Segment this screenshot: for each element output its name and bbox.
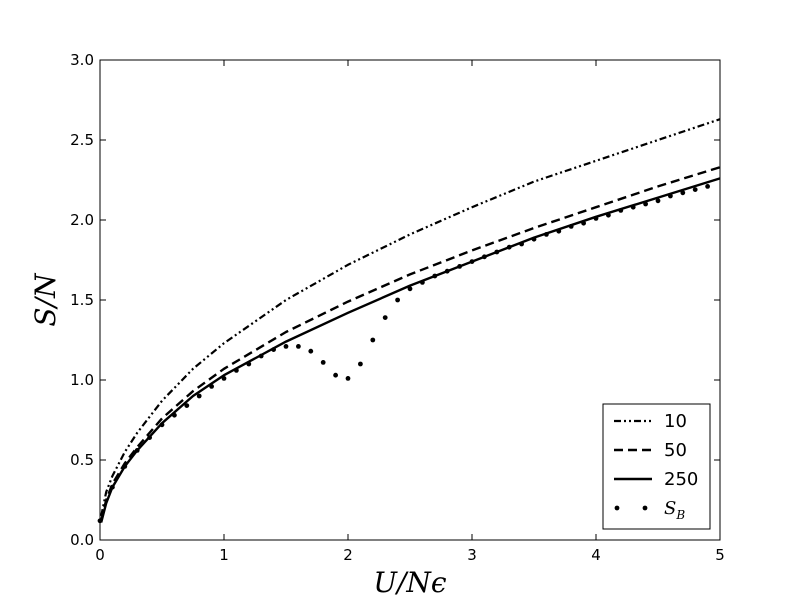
data-point xyxy=(358,361,363,367)
data-point xyxy=(655,198,661,204)
data-point xyxy=(258,353,264,359)
data-point xyxy=(147,435,153,440)
x-axis-title: U/Nϵ xyxy=(373,566,447,599)
legend-label: 10 xyxy=(664,411,687,432)
legend-marker xyxy=(614,505,620,511)
data-point xyxy=(296,344,301,349)
data-point xyxy=(246,361,252,367)
legend-label: 50 xyxy=(664,440,687,461)
series-layer xyxy=(97,118,721,524)
data-point xyxy=(668,193,673,199)
data-point xyxy=(568,224,574,229)
data-point xyxy=(420,280,425,285)
y-tick-label: 2.5 xyxy=(70,131,94,149)
data-point xyxy=(159,422,165,428)
data-point xyxy=(643,201,648,207)
data-point xyxy=(134,448,140,453)
data-point xyxy=(283,344,289,349)
data-point xyxy=(531,236,537,242)
data-point xyxy=(320,360,326,365)
data-point xyxy=(234,368,239,373)
data-point xyxy=(444,268,450,274)
data-point xyxy=(680,190,686,196)
data-point xyxy=(457,264,462,269)
series-sb-markers xyxy=(97,184,710,524)
data-point xyxy=(370,337,376,343)
data-point xyxy=(345,376,351,381)
data-point xyxy=(432,273,438,279)
plot-frame xyxy=(99,59,721,541)
data-point xyxy=(692,187,698,193)
data-point xyxy=(544,232,549,237)
y-tick-label: 2.0 xyxy=(70,211,94,229)
data-point xyxy=(196,393,202,399)
data-point xyxy=(209,384,215,389)
data-point xyxy=(469,259,475,264)
y-tick-label: 1.5 xyxy=(70,291,94,309)
legend-frame xyxy=(602,403,711,530)
data-point xyxy=(122,464,128,469)
legend-marker xyxy=(642,505,648,511)
data-point xyxy=(618,208,624,213)
series-line-50 xyxy=(100,166,721,522)
x-tick-label: 4 xyxy=(591,546,601,564)
data-point xyxy=(172,412,177,418)
data-point xyxy=(382,315,388,320)
data-point xyxy=(308,348,314,354)
legend-items: 10 50 250 SB xyxy=(614,411,698,522)
data-point xyxy=(184,403,190,408)
data-point xyxy=(494,249,500,255)
x-tick-label: 0 xyxy=(95,546,105,564)
x-tick-label: 1 xyxy=(219,546,229,564)
x-tick-label: 5 xyxy=(715,546,725,564)
y-axis-title: S/N xyxy=(29,272,62,327)
y-tick-label: 1.0 xyxy=(70,371,94,389)
data-point xyxy=(333,372,338,378)
y-tick-label: 0.0 xyxy=(70,531,94,549)
data-point xyxy=(407,286,413,292)
data-point xyxy=(556,228,562,234)
data-point xyxy=(395,297,400,303)
data-point xyxy=(221,376,227,381)
data-point xyxy=(271,347,276,352)
data-point xyxy=(606,212,611,218)
legend: 10 50 250 SB xyxy=(602,403,711,530)
data-point xyxy=(519,241,524,247)
series-line-10 xyxy=(100,118,721,517)
y-tick-label: 3.0 xyxy=(70,51,94,69)
legend-label: SB xyxy=(664,498,685,522)
data-point xyxy=(506,244,512,250)
data-point xyxy=(581,220,586,226)
x-tick-label: 2 xyxy=(343,546,353,564)
x-tick-label: 3 xyxy=(467,546,477,564)
legend-label: 250 xyxy=(664,469,698,490)
y-tick-label: 0.5 xyxy=(70,451,94,469)
data-point xyxy=(593,216,599,221)
data-point xyxy=(630,204,636,210)
series-line-250 xyxy=(100,177,721,523)
data-point xyxy=(482,254,487,260)
data-point xyxy=(110,484,115,490)
data-point xyxy=(705,184,710,189)
